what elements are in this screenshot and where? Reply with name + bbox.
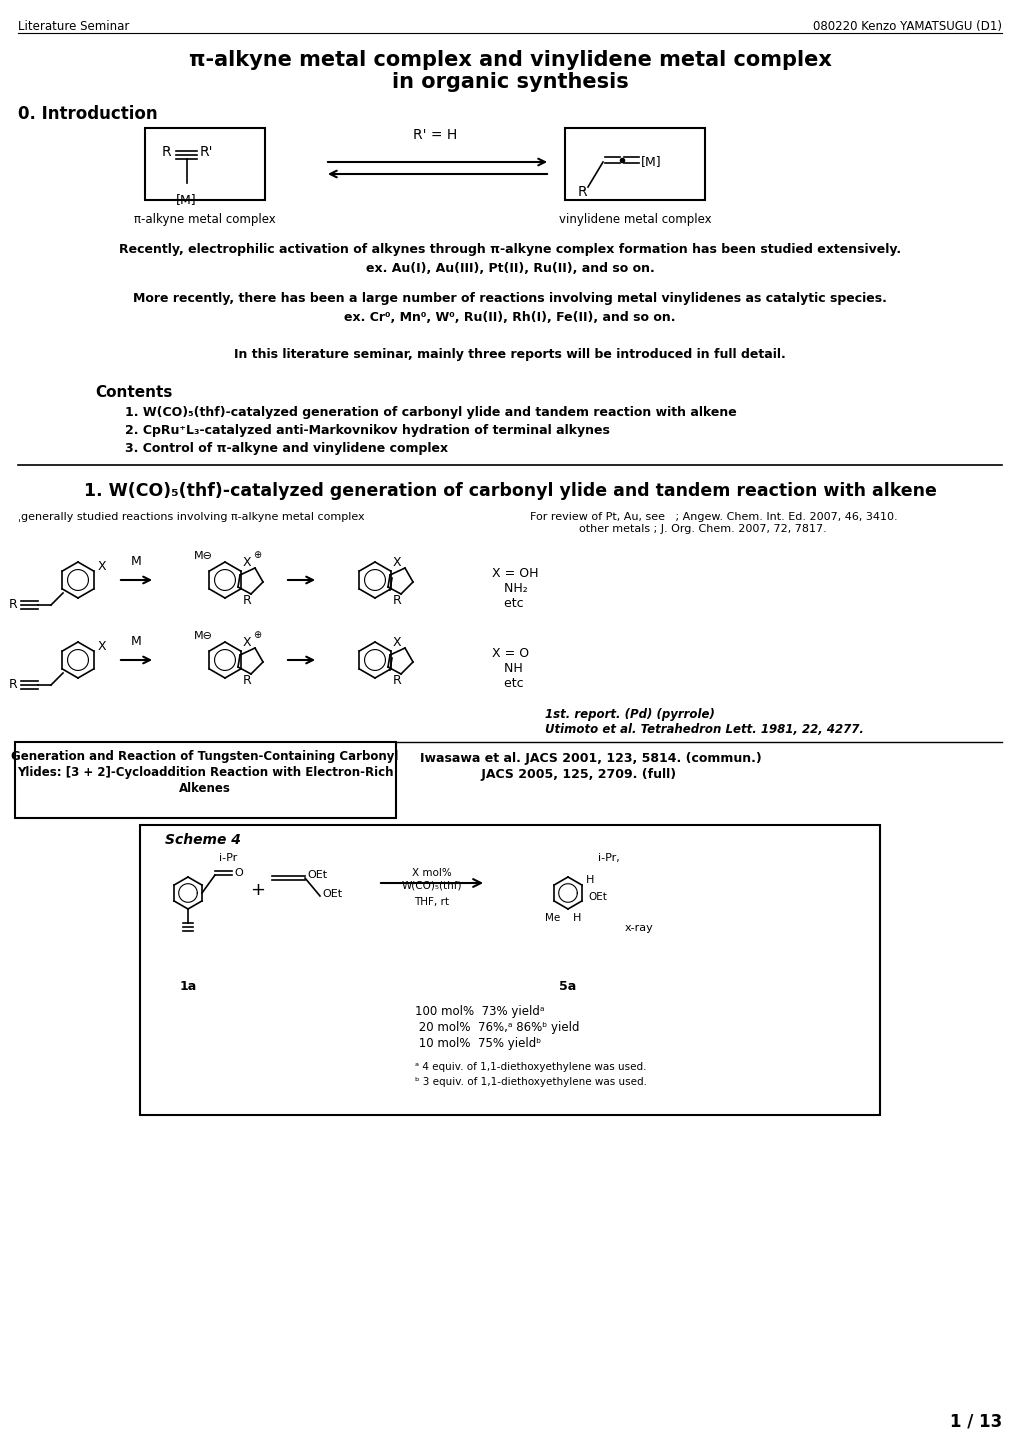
- Text: R: R: [392, 594, 401, 607]
- Text: 5a: 5a: [558, 981, 576, 994]
- Text: 100 mol%  73% yieldᵃ: 100 mol% 73% yieldᵃ: [415, 1005, 544, 1018]
- Text: R: R: [9, 679, 18, 692]
- Text: +: +: [251, 881, 265, 898]
- Text: NH: NH: [491, 662, 523, 675]
- Text: X = O: X = O: [491, 647, 529, 660]
- Text: R': R': [200, 146, 213, 159]
- Text: X: X: [98, 559, 107, 572]
- Text: ⊕: ⊕: [253, 630, 261, 640]
- Text: 10 mol%  75% yieldᵇ: 10 mol% 75% yieldᵇ: [415, 1037, 541, 1050]
- Text: [M]: [M]: [176, 193, 197, 206]
- Text: R: R: [578, 185, 587, 199]
- Text: Iwasawa et al. JACS 2001, 123, 5814. (commun.): Iwasawa et al. JACS 2001, 123, 5814. (co…: [420, 751, 761, 766]
- Text: X: X: [243, 555, 252, 568]
- Text: i-Pr: i-Pr: [219, 854, 236, 862]
- Text: More recently, there has been a large number of reactions involving metal vinyli: More recently, there has been a large nu…: [132, 291, 887, 306]
- Text: M: M: [130, 555, 142, 568]
- Text: X: X: [392, 636, 401, 649]
- Text: H: H: [586, 875, 594, 885]
- Text: etc: etc: [491, 597, 523, 610]
- Text: 0. Introduction: 0. Introduction: [18, 105, 158, 123]
- Bar: [565, 128, 704, 200]
- Text: M⊖: M⊖: [194, 632, 212, 642]
- Text: X = OH: X = OH: [491, 567, 538, 580]
- Bar: [145, 128, 265, 200]
- Text: R: R: [243, 673, 252, 686]
- Text: 1. W(CO)₅(thf)-catalyzed generation of carbonyl ylide and tandem reaction with a: 1. W(CO)₅(thf)-catalyzed generation of c…: [125, 407, 736, 420]
- Text: OEt: OEt: [307, 870, 327, 880]
- Text: 1st. report. (Pd) (pyrrole): 1st. report. (Pd) (pyrrole): [544, 708, 714, 721]
- Text: π-alkyne metal complex and vinylidene metal complex: π-alkyne metal complex and vinylidene me…: [189, 50, 830, 71]
- Text: etc: etc: [491, 676, 523, 691]
- Text: Alkenes: Alkenes: [179, 782, 230, 795]
- Bar: [140, 825, 879, 1115]
- Text: M: M: [130, 634, 142, 647]
- Text: 20 mol%  76%,ᵃ 86%ᵇ yield: 20 mol% 76%,ᵃ 86%ᵇ yield: [415, 1021, 579, 1034]
- Text: 3. Control of π-alkyne and vinylidene complex: 3. Control of π-alkyne and vinylidene co…: [125, 443, 447, 456]
- Text: THF, rt: THF, rt: [414, 897, 449, 907]
- Text: [M]: [M]: [640, 156, 661, 169]
- Text: In this literature seminar, mainly three reports will be introduced in full deta: In this literature seminar, mainly three…: [234, 348, 785, 360]
- Text: X mol%: X mol%: [412, 868, 451, 878]
- Text: ᵃ 4 equiv. of 1,1-diethoxyethylene was used.: ᵃ 4 equiv. of 1,1-diethoxyethylene was u…: [415, 1061, 646, 1071]
- Text: X: X: [243, 636, 252, 649]
- Text: vinylidene metal complex: vinylidene metal complex: [558, 213, 710, 226]
- Text: O: O: [233, 868, 243, 878]
- Text: OEt: OEt: [322, 890, 341, 898]
- Text: X: X: [392, 555, 401, 568]
- Text: 080220 Kenzo YAMATSUGU (D1): 080220 Kenzo YAMATSUGU (D1): [812, 20, 1001, 33]
- Text: JACS 2005, 125, 2709. (full): JACS 2005, 125, 2709. (full): [420, 769, 676, 782]
- Text: NH₂: NH₂: [491, 583, 527, 596]
- Text: Me: Me: [544, 913, 559, 923]
- Text: i-Pr,: i-Pr,: [597, 854, 620, 862]
- Text: W(CO)₅(thf): W(CO)₅(thf): [401, 881, 462, 891]
- Text: Ylides: [3 + 2]-Cycloaddition Reaction with Electron-Rich: Ylides: [3 + 2]-Cycloaddition Reaction w…: [16, 766, 393, 779]
- Text: R' = H: R' = H: [413, 128, 457, 141]
- Text: ex. Cr⁰, Mn⁰, W⁰, Ru(II), Rh(I), Fe(II), and so on.: ex. Cr⁰, Mn⁰, W⁰, Ru(II), Rh(I), Fe(II),…: [344, 311, 676, 324]
- Text: X: X: [98, 639, 107, 652]
- Text: in organic synthesis: in organic synthesis: [391, 72, 628, 92]
- Text: H: H: [573, 913, 581, 923]
- Text: Contents: Contents: [95, 385, 172, 399]
- Text: 1a: 1a: [179, 981, 197, 994]
- Text: 1. W(CO)₅(thf)-catalyzed generation of carbonyl ylide and tandem reaction with a: 1. W(CO)₅(thf)-catalyzed generation of c…: [84, 482, 935, 500]
- Text: other metals ; J. Org. Chem. 2007, 72, 7817.: other metals ; J. Org. Chem. 2007, 72, 7…: [530, 523, 826, 534]
- Text: Literature Seminar: Literature Seminar: [18, 20, 129, 33]
- Text: Utimoto et al. Tetrahedron Lett. 1981, 22, 4277.: Utimoto et al. Tetrahedron Lett. 1981, 2…: [544, 722, 863, 735]
- Text: R: R: [162, 146, 171, 159]
- Text: 1 / 13: 1 / 13: [949, 1412, 1001, 1430]
- Text: π-alkyne metal complex: π-alkyne metal complex: [133, 213, 275, 226]
- Text: Recently, electrophilic activation of alkynes through π-alkyne complex formation: Recently, electrophilic activation of al…: [119, 244, 900, 257]
- Text: ˌgenerally studied reactions involving π-alkyne metal complex: ˌgenerally studied reactions involving π…: [18, 512, 364, 522]
- Text: OEt: OEt: [587, 893, 606, 903]
- Text: R: R: [9, 598, 18, 611]
- Text: x-ray: x-ray: [625, 923, 653, 933]
- Text: R: R: [392, 673, 401, 686]
- Text: M⊖: M⊖: [194, 551, 212, 561]
- FancyBboxPatch shape: [15, 743, 395, 818]
- Text: ⊕: ⊕: [253, 549, 261, 559]
- Text: Generation and Reaction of Tungsten-Containing Carbonyl: Generation and Reaction of Tungsten-Cont…: [11, 750, 398, 763]
- Text: For review of Pt, Au, see   ; Angew. Chem. Int. Ed. 2007, 46, 3410.: For review of Pt, Au, see ; Angew. Chem.…: [530, 512, 897, 522]
- Text: ex. Au(I), Au(III), Pt(II), Ru(II), and so on.: ex. Au(I), Au(III), Pt(II), Ru(II), and …: [365, 262, 654, 275]
- Text: ᵇ 3 equiv. of 1,1-diethoxyethylene was used.: ᵇ 3 equiv. of 1,1-diethoxyethylene was u…: [415, 1077, 646, 1087]
- Text: R: R: [243, 594, 252, 607]
- Text: Scheme 4: Scheme 4: [165, 833, 240, 846]
- Text: 2. CpRu⁺L₃-catalyzed anti-Markovnikov hydration of terminal alkynes: 2. CpRu⁺L₃-catalyzed anti-Markovnikov hy…: [125, 424, 609, 437]
